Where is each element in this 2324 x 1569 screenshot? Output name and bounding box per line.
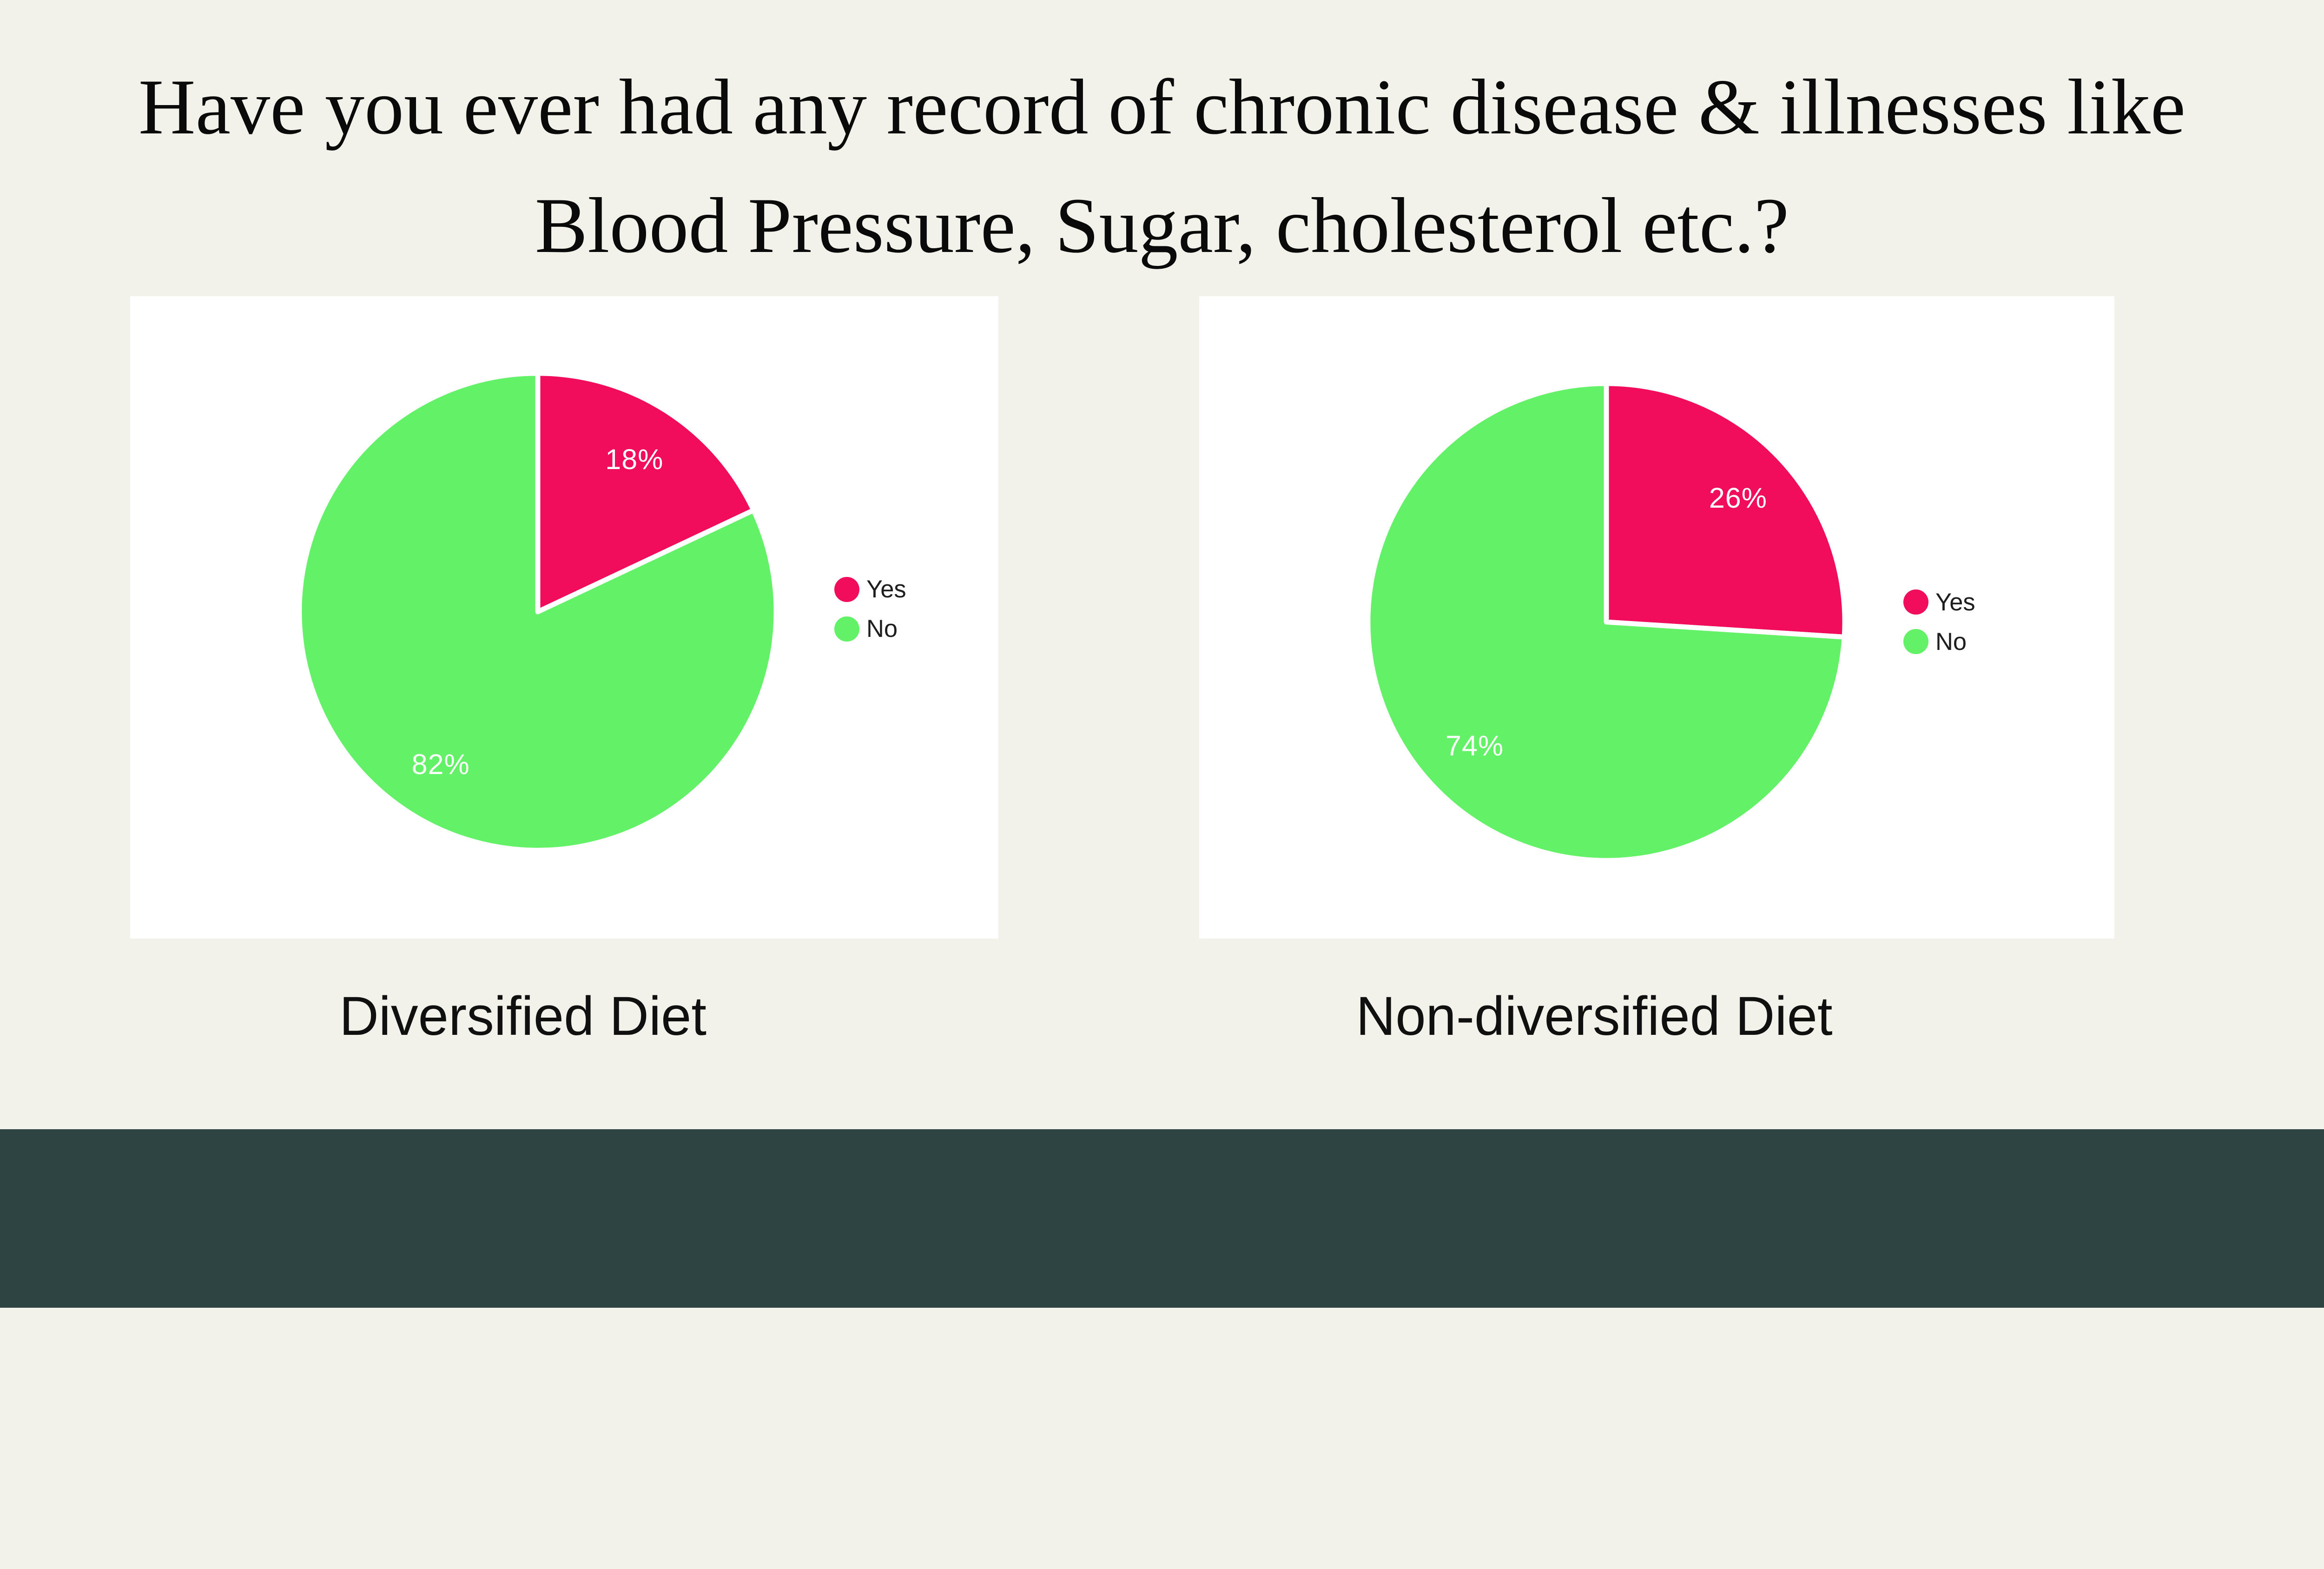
chart-card-diversified: 18% 82% Yes No (130, 296, 998, 939)
legend-color-dot-icon (834, 616, 859, 642)
legend-item-yes: Yes (1903, 585, 1975, 619)
pie-percentage-label-yes: 26% (1709, 482, 1767, 514)
pie-percentage-label-no: 82% (411, 748, 470, 781)
legend-color-dot-icon (834, 576, 859, 602)
legend-non-diversified: Yes No (1903, 585, 1975, 664)
pie-chart-svg (1365, 381, 1848, 863)
chart-caption-non-diversified: Non-diversified Diet (1356, 985, 1833, 1046)
pie-chart-diversified: 18% 82% (287, 361, 789, 863)
footer-bar (0, 1129, 2324, 1308)
legend-label: Yes (866, 576, 906, 603)
pie-percentage-label-no: 74% (1446, 729, 1504, 761)
legend-item-no: No (1903, 625, 1975, 659)
legend-label: No (866, 615, 898, 643)
question-title-line1: Have you ever had any record of chronic … (138, 63, 2186, 151)
slide: Have you ever had any record of chronic … (0, 48, 2324, 1308)
legend-color-dot-icon (1903, 589, 1928, 615)
legend-color-dot-icon (1903, 629, 1928, 655)
legend-label: No (1935, 628, 1967, 655)
pie-percentage-label-yes: 18% (605, 443, 664, 475)
pie-slice-yes (535, 371, 756, 615)
pie-chart-svg (297, 371, 779, 853)
pie-slice-yes (1604, 381, 1848, 640)
pie-slice-no (297, 371, 779, 853)
question-title: Have you ever had any record of chronic … (0, 48, 2324, 285)
legend-diversified: Yes No (834, 573, 906, 652)
pie-slice-no (1365, 381, 1847, 863)
legend-item-no: No (834, 612, 906, 646)
legend-item-yes: Yes (834, 573, 906, 607)
legend-label: Yes (1935, 588, 1975, 616)
pie-chart-non-diversified: 26% 74% (1355, 371, 1857, 873)
question-title-line2: Blood Pressure, Sugar, cholesterol etc.? (535, 181, 1789, 269)
chart-card-non-diversified: 26% 74% Yes No (1199, 296, 2114, 939)
chart-caption-diversified: Diversified Diet (339, 985, 707, 1046)
